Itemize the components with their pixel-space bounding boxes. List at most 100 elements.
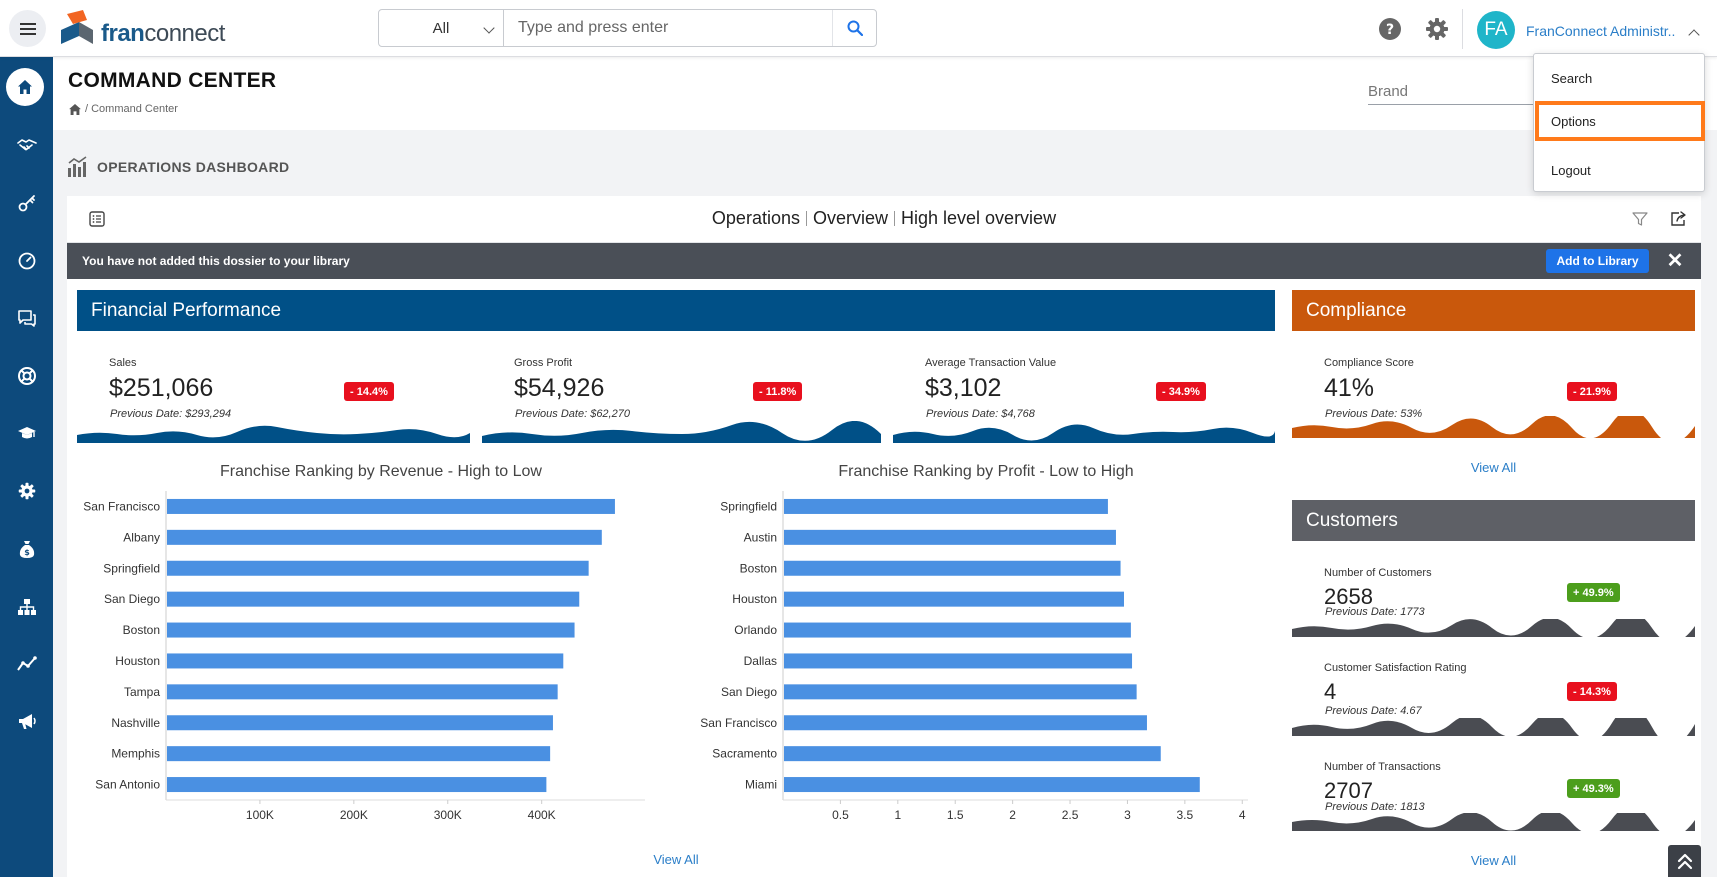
category-label: Houston (115, 654, 160, 668)
chart-title: Franchise Ranking by Revenue - High to L… (220, 463, 542, 480)
category-label: Tampa (124, 685, 160, 699)
hamburger-menu-icon[interactable] (9, 10, 46, 47)
table-of-contents-icon[interactable] (89, 211, 105, 227)
kpi-change-badge: + 49.9% (1567, 583, 1620, 602)
kpi-card-number-of-customers[interactable]: Number of Customers 2658 + 49.9% Previou… (1292, 554, 1695, 637)
share-icon[interactable] (1670, 211, 1687, 227)
kpi-previous: Previous Date: 1813 (1325, 801, 1425, 813)
dossier-panel: Operations Overview High level overview Yo… (67, 196, 1701, 877)
sidebar-item-hierarchy[interactable] (0, 587, 53, 627)
x-tick-label: 3.5 (1177, 808, 1194, 822)
search-scope-select[interactable]: All (379, 10, 504, 46)
logo-mark-icon (61, 10, 93, 44)
sidebar-item-support[interactable] (0, 356, 53, 396)
gear-icon (18, 482, 35, 500)
home-icon[interactable] (69, 103, 81, 115)
revenue-chart-plot: San Francisco Albany Springfield San Diego B… (83, 491, 645, 822)
search-button[interactable] (832, 10, 876, 46)
graduation-cap-icon (17, 427, 36, 439)
chevron-up-icon[interactable] (1688, 29, 1700, 41)
financial-performance-header: Financial Performance (77, 290, 1275, 331)
bar (167, 560, 589, 576)
scroll-to-top-button[interactable] (1668, 845, 1701, 877)
user-name[interactable]: FranConnect Administr... (1526, 23, 1676, 39)
kpi-card-avg-transaction[interactable]: Average Transaction Value $3,102 - 34.9%… (893, 344, 1275, 443)
sidebar-item-performance[interactable] (0, 241, 53, 281)
breadcrumb: / Command Center (69, 103, 178, 115)
search-input[interactable] (504, 10, 832, 46)
x-tick-label: 1.5 (947, 808, 964, 822)
bar (167, 653, 564, 669)
kpi-change-badge: - 11.8% (753, 382, 803, 401)
dossier-title-page[interactable]: Overview (812, 208, 888, 228)
money-bag-icon: $ (19, 541, 34, 558)
x-tick-label: 2 (1009, 808, 1016, 822)
kpi-change-badge: - 14.3% (1567, 682, 1617, 701)
double-chevron-up-icon (1677, 853, 1692, 870)
bar-chart-icon (68, 156, 87, 177)
category-label: San Francisco (83, 499, 160, 513)
sidebar-item-settings[interactable] (0, 471, 53, 511)
add-to-library-button[interactable]: Add to Library (1546, 249, 1649, 273)
kpi-sparkline (1292, 813, 1695, 831)
sidebar-item-training[interactable] (0, 414, 53, 454)
kpi-value: 2707 (1324, 778, 1373, 803)
kpi-card-sales[interactable]: Sales $251,066 - 14.4% Previous Date: $2… (77, 344, 470, 443)
sidebar-item-messages[interactable] (0, 298, 53, 338)
dossier-title-subpage[interactable]: High level overview (901, 208, 1057, 228)
sidebar-item-home[interactable] (6, 68, 44, 106)
category-label: Albany (123, 530, 160, 544)
category-label: Boston (123, 623, 160, 637)
bar (167, 684, 558, 700)
x-tick-label: 4 (1239, 808, 1246, 822)
sidebar-item-analytics[interactable] (0, 644, 53, 684)
kpi-card-number-of-transactions[interactable]: Number of Transactions 2707 + 49.3% Prev… (1292, 748, 1695, 831)
sidebar-item-marketing[interactable] (0, 702, 53, 742)
sidebar-item-keys[interactable] (0, 183, 53, 223)
close-icon[interactable]: ✕ (1666, 249, 1684, 272)
kpi-card-gross-profit[interactable]: Gross Profit $54,926 - 11.8% Previous Da… (482, 344, 881, 443)
customers-view-all-link[interactable]: View All (1292, 843, 1695, 877)
global-search: All (378, 9, 877, 47)
bar (784, 498, 1108, 514)
user-menu-item-logout[interactable]: Logout (1551, 162, 1591, 178)
x-tick-label: 400K (528, 808, 556, 822)
kpi-sparkline (1292, 718, 1695, 736)
lifebuoy-icon (17, 367, 36, 385)
dossier-title-chapter[interactable]: Operations (711, 208, 800, 228)
category-label: Springfield (103, 561, 160, 575)
user-menu-item-options[interactable]: Options (1535, 101, 1705, 141)
help-icon[interactable]: ? (1378, 17, 1402, 41)
kpi-previous: Previous Date: 4.67 (1325, 705, 1422, 717)
chart-title: Franchise Ranking by Profit - Low to Hig… (838, 463, 1134, 480)
line-chart-icon (16, 656, 37, 671)
kpi-card-customer-satisfaction[interactable]: Customer Satisfaction Rating 4 - 14.3% P… (1292, 649, 1695, 736)
kpi-change-badge: - 14.4% (344, 382, 394, 401)
kpi-card-compliance-score[interactable]: Compliance Score 41% - 21.9% Previous Da… (1292, 344, 1695, 438)
kpi-sparkline (77, 425, 470, 443)
category-label: Austin (744, 530, 777, 544)
filter-icon[interactable] (1632, 211, 1648, 227)
category-label: Miami (745, 778, 777, 792)
avatar[interactable]: FA (1477, 11, 1515, 49)
franconnect-logo[interactable]: franconnect (57, 8, 225, 54)
logo-connect-text: connect (144, 20, 225, 47)
sidebar-item-finance[interactable]: $ (0, 529, 53, 569)
bar (784, 591, 1124, 607)
x-tick-label: 2.5 (1062, 808, 1079, 822)
bar (784, 529, 1116, 545)
gear-icon[interactable] (1425, 17, 1449, 41)
user-menu-item-search[interactable]: Search (1551, 70, 1593, 86)
chat-icon (17, 310, 36, 327)
brand-select[interactable]: Brand (1368, 79, 1548, 105)
x-tick-label: 200K (340, 808, 368, 822)
compliance-view-all-link[interactable]: View All (1292, 451, 1695, 484)
header-divider (1462, 9, 1463, 49)
category-label: San Antonio (95, 778, 160, 792)
kpi-label: Sales (109, 357, 137, 369)
financial-view-all-link[interactable]: View All (77, 842, 1275, 877)
sidebar-item-handshake[interactable] (0, 125, 53, 165)
bar (784, 684, 1137, 700)
library-notice-bar: You have not added this dossier to your … (67, 243, 1701, 279)
kpi-sparkline (1292, 619, 1695, 637)
